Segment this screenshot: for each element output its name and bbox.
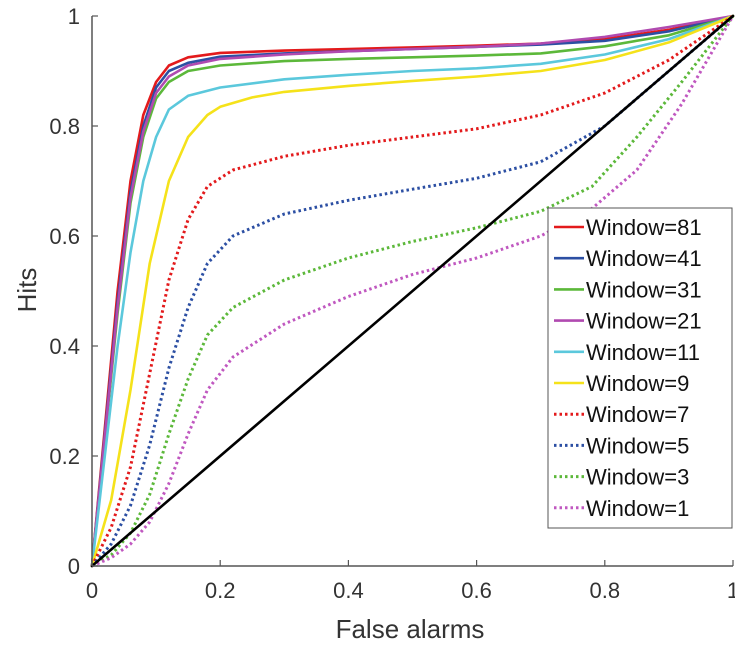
- legend-label: Window=11: [586, 340, 700, 365]
- series-line-window-7: [90, 14, 734, 567]
- y-tick-label: 0.4: [49, 334, 80, 359]
- y-tick-label: 0.8: [49, 114, 80, 139]
- series-layer: [90, 14, 735, 568]
- legend-box: [547, 207, 733, 529]
- series-line-window-9: [90, 14, 735, 568]
- series-line-diagonal: [90, 14, 735, 568]
- legend-label: Window=3: [586, 465, 689, 490]
- legend-label: Window=31: [586, 277, 702, 302]
- series-line-window-1: [91, 15, 735, 568]
- y-tick-label: 0: [68, 554, 80, 579]
- x-tick-label: 0.4: [333, 578, 364, 603]
- series-line-window-21: [90, 14, 735, 568]
- legend: Window=81 Window=41 Window=31 Window=21 Wind…: [547, 207, 733, 529]
- series-line-window-3: [91, 15, 735, 568]
- x-tick-label: 0.2: [205, 578, 236, 603]
- x-tick-label: 0.8: [590, 578, 621, 603]
- x-tick-label: 1: [727, 578, 735, 603]
- legend-label: Window=7: [586, 402, 689, 427]
- ticks-layer: 0 0.2 0.4 0.6 0.8 1 0 0.2 0.4 0.6 0.8 1: [49, 4, 735, 603]
- y-axis-label: Hits: [12, 268, 42, 313]
- y-tick-label: 1: [68, 4, 80, 29]
- x-axis-label: False alarms: [336, 614, 485, 644]
- legend-label: Window=41: [586, 246, 702, 271]
- y-tick-label: 0.2: [49, 444, 80, 469]
- x-tick-label: 0: [86, 578, 98, 603]
- series-line-window-11: [90, 14, 735, 568]
- series-line-window-5: [90, 14, 734, 567]
- axes-layer: [91, 16, 733, 567]
- legend-label: Window=5: [586, 433, 689, 458]
- legend-label: Window=81: [586, 215, 702, 240]
- legend-label: Window=9: [586, 371, 689, 396]
- legend-label: Window=21: [586, 309, 702, 334]
- legend-label: Window=1: [586, 496, 689, 521]
- y-tick-label: 0.6: [49, 224, 80, 249]
- x-tick-label: 0.6: [461, 578, 492, 603]
